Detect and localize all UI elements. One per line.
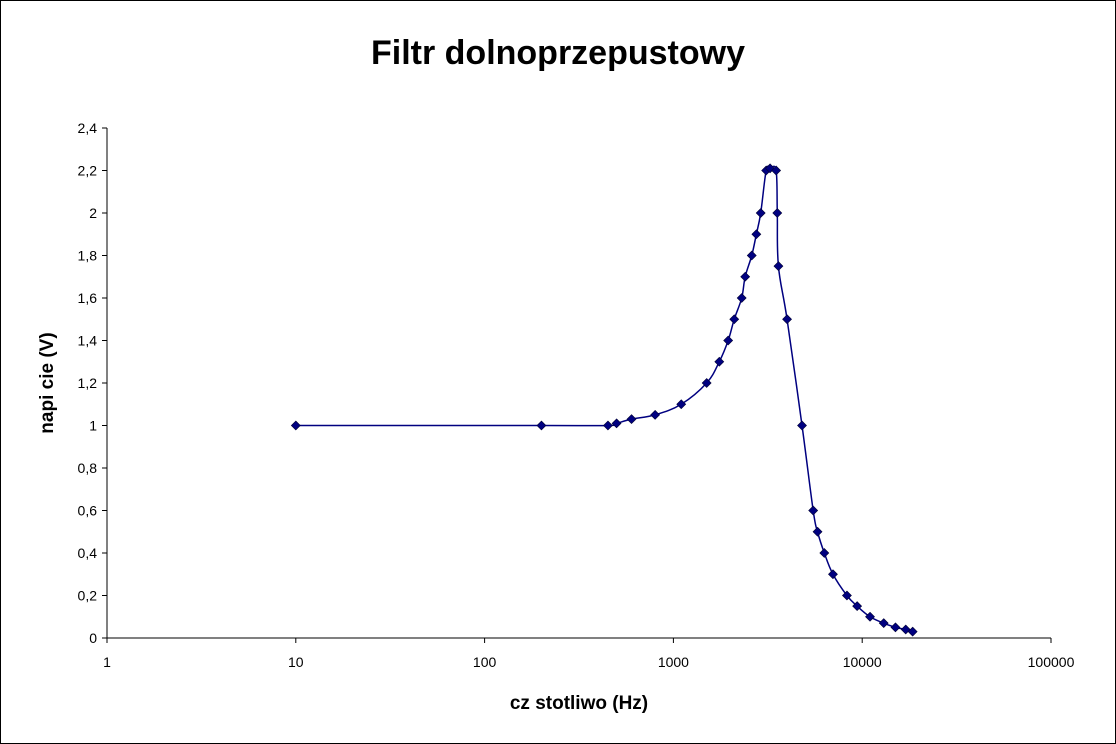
axes: 0 0,2 0,4 0,6 0,8 1 1,2 1,4 1,6 1,8 2 2,2 2,4 1 10 100 1… <box>78 120 1075 670</box>
data-point <box>852 601 863 612</box>
data-point <box>812 526 823 537</box>
x-tick-label: 100000 <box>1028 654 1075 670</box>
y-tick-label: 0 <box>89 630 97 646</box>
y-tick-label: 2 <box>89 205 97 221</box>
x-tick-label: 100 <box>473 654 497 670</box>
data-point <box>772 208 783 218</box>
data-point <box>603 420 613 431</box>
data-point <box>878 618 889 629</box>
y-tick-label: 0,2 <box>78 588 98 604</box>
data-point <box>828 569 838 580</box>
data-point <box>650 409 661 420</box>
data-point <box>611 418 622 429</box>
data-point <box>751 229 762 240</box>
data-point <box>626 414 637 425</box>
data-point <box>797 420 807 431</box>
data-point <box>773 261 784 272</box>
y-tick-label: 0,6 <box>78 503 98 519</box>
data-point <box>755 208 766 218</box>
x-tick-label: 1 <box>103 654 111 670</box>
data-point <box>701 378 712 388</box>
data-point <box>714 356 725 367</box>
y-tick-label: 2,2 <box>78 163 98 179</box>
data-point <box>736 293 747 303</box>
data-point <box>841 590 852 601</box>
series-line <box>295 165 913 633</box>
x-axis-label: cz stotliwo (Hz) <box>510 693 648 714</box>
y-tick-label: 1 <box>89 418 97 434</box>
y-axis-label: napi cie (V) <box>37 332 58 433</box>
y-tick-label: 0,4 <box>78 545 98 561</box>
data-point <box>865 611 875 622</box>
y-tick-label: 1,4 <box>78 333 98 349</box>
data-point <box>746 250 757 261</box>
y-tick-label: 0,8 <box>78 460 98 476</box>
data-point <box>723 335 734 346</box>
data-point <box>765 163 775 174</box>
data-point <box>782 314 792 325</box>
chart-title: Filtr dolnoprzepustowy <box>371 34 745 72</box>
x-tick-label: 10 <box>288 654 304 670</box>
y-tick-label: 2,4 <box>78 120 98 136</box>
y-tick-label: 1,8 <box>78 248 98 264</box>
data-point <box>676 399 687 410</box>
x-tick-label: 1000 <box>658 654 689 670</box>
data-point <box>907 626 918 637</box>
series-layer <box>290 163 918 637</box>
y-tick-label: 1,2 <box>78 375 98 391</box>
x-tick-label: 10000 <box>843 654 882 670</box>
data-point <box>290 420 301 431</box>
data-point <box>740 271 751 282</box>
data-point <box>900 624 911 635</box>
data-point <box>819 548 830 558</box>
data-point <box>536 420 547 431</box>
y-tick-label: 1,6 <box>78 290 98 306</box>
data-point <box>808 505 819 516</box>
data-point <box>771 165 782 176</box>
data-point <box>890 622 901 633</box>
data-point <box>729 314 740 325</box>
